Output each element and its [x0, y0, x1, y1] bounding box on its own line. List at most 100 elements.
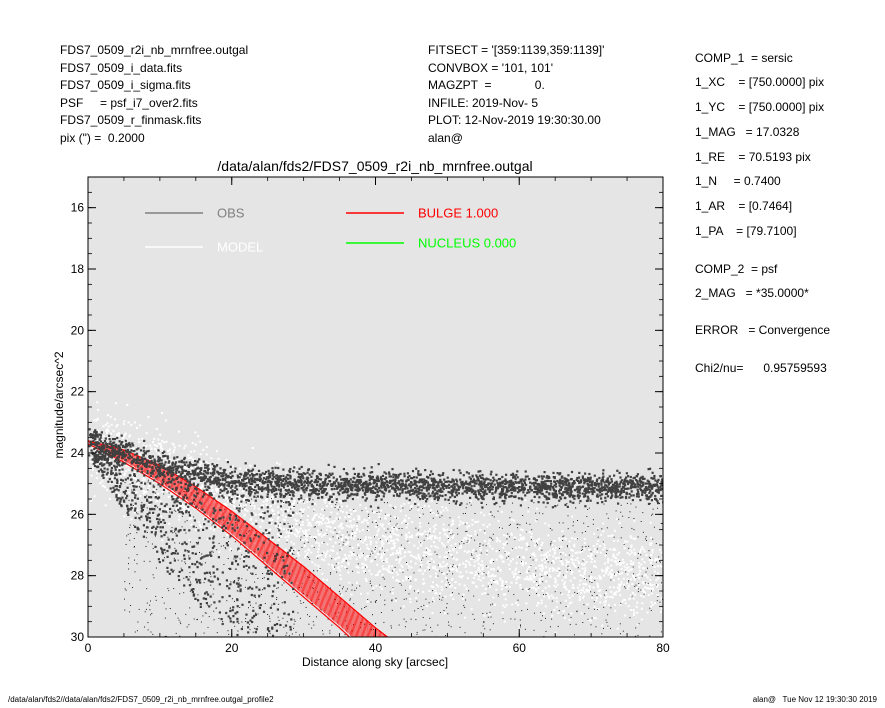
- model-point: [367, 548, 370, 551]
- model-point: [449, 585, 452, 588]
- faint-point: [491, 584, 493, 586]
- model-point: [247, 501, 250, 504]
- model-point: [583, 542, 586, 545]
- model-point: [513, 536, 516, 539]
- model-point: [196, 486, 199, 489]
- faint-point: [401, 528, 403, 529]
- model-point: [391, 530, 394, 533]
- obs-point: [364, 486, 367, 489]
- model-point: [292, 514, 295, 517]
- faint-point: [592, 519, 594, 521]
- faint-point: [399, 678, 400, 679]
- faint-point: [128, 563, 129, 565]
- faint-point: [191, 657, 192, 658]
- model-point: [187, 454, 190, 457]
- faint-point: [271, 612, 273, 614]
- model-point: [552, 561, 555, 564]
- model-point: [344, 558, 347, 561]
- faint-point: [245, 532, 247, 534]
- faint-point: [151, 613, 153, 614]
- model-point: [112, 478, 115, 481]
- faint-point: [147, 479, 149, 481]
- model-point: [284, 536, 287, 539]
- model-point: [535, 589, 538, 592]
- model-point: [397, 552, 400, 554]
- faint-point: [393, 674, 394, 675]
- faint-point: [659, 560, 660, 562]
- model-point: [352, 518, 355, 521]
- model-point: [231, 483, 234, 486]
- faint-point: [419, 517, 421, 518]
- faint-point: [619, 561, 621, 562]
- faint-point: [645, 650, 646, 651]
- model-point: [581, 596, 584, 599]
- faint-point: [432, 590, 434, 592]
- model-point: [658, 548, 661, 551]
- faint-point: [634, 585, 636, 587]
- faint-point: [610, 607, 612, 609]
- bulge-hatch: [206, 494, 210, 517]
- model-point: [620, 568, 623, 570]
- faint-point: [466, 503, 468, 505]
- faint-point: [390, 669, 391, 670]
- model-point: [555, 597, 558, 600]
- model-point: [157, 492, 160, 495]
- faint-point: [628, 517, 630, 518]
- faint-point: [296, 675, 297, 676]
- model-point: [408, 565, 410, 568]
- faint-point: [400, 651, 401, 652]
- model-point: [184, 488, 187, 491]
- faint-point: [439, 598, 440, 600]
- faint-point: [239, 558, 241, 560]
- model-point: [303, 508, 306, 511]
- faint-point: [490, 511, 492, 513]
- faint-point: [283, 661, 284, 662]
- faint-point: [389, 531, 391, 533]
- model-point: [316, 529, 319, 532]
- faint-point: [412, 648, 413, 649]
- model-point: [326, 550, 329, 553]
- obs-point: [434, 488, 437, 491]
- faint-point: [313, 624, 315, 626]
- model-point: [503, 543, 506, 546]
- model-point: [215, 450, 218, 453]
- model-point: [341, 536, 344, 539]
- faint-point: [285, 634, 287, 636]
- faint-point: [459, 651, 460, 652]
- obs-point: [142, 446, 145, 449]
- obs-point: [616, 490, 619, 493]
- model-point: [239, 486, 242, 489]
- obs-point: [214, 481, 217, 484]
- model-point: [357, 571, 360, 574]
- faint-point: [540, 639, 541, 640]
- faint-point: [603, 594, 605, 596]
- model-point: [589, 619, 592, 622]
- faint-point: [567, 569, 569, 571]
- model-point: [496, 580, 499, 583]
- model-point: [487, 575, 490, 578]
- model-point: [565, 574, 568, 577]
- model-point: [159, 500, 162, 503]
- model-point: [281, 514, 284, 517]
- faint-point: [473, 595, 475, 597]
- bulge-hatch: [315, 576, 319, 608]
- faint-point: [416, 633, 418, 635]
- model-point: [254, 513, 257, 516]
- model-point: [579, 579, 582, 582]
- model-point: [182, 482, 185, 485]
- faint-point: [570, 671, 571, 672]
- model-point: [469, 535, 472, 537]
- faint-point: [595, 626, 597, 628]
- faint-point: [165, 635, 167, 637]
- model-point: [190, 456, 193, 459]
- model-point: [169, 448, 172, 451]
- model-point: [551, 544, 554, 547]
- faint-point: [615, 510, 617, 512]
- obs-point: [282, 468, 285, 471]
- model-point: [616, 571, 619, 574]
- faint-point: [384, 586, 386, 587]
- faint-point: [657, 664, 658, 665]
- faint-point: [457, 533, 459, 535]
- model-point: [270, 522, 273, 525]
- param-line: 1_AR = [0.7464]: [695, 199, 793, 213]
